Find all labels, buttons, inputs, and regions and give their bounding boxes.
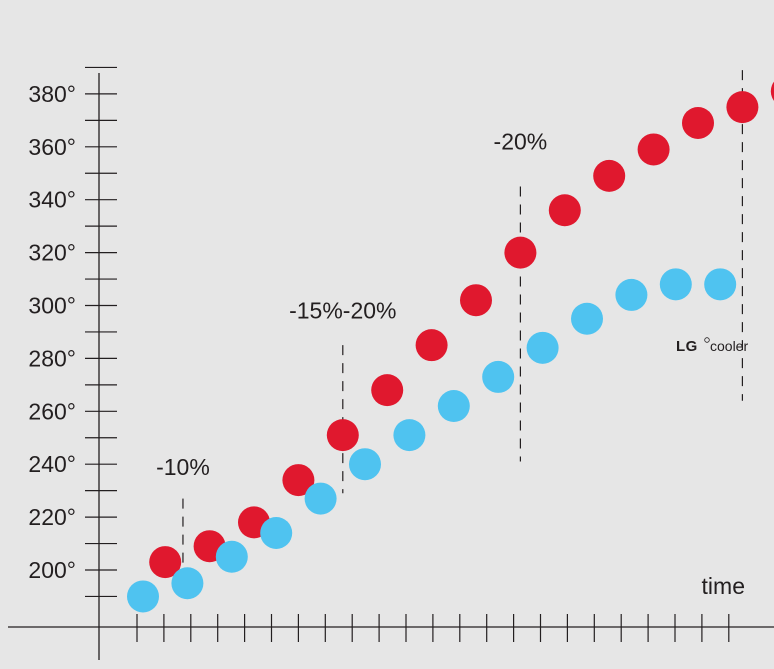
y-tick-label: 360° xyxy=(28,134,76,160)
logo-brand: LG xyxy=(676,338,698,355)
annotation-label: -10% xyxy=(156,454,210,480)
blue-series-point xyxy=(171,567,204,600)
blue-series-point xyxy=(349,448,381,481)
y-tick-label: 380° xyxy=(28,81,76,107)
y-tick-label: 280° xyxy=(28,345,76,371)
blue-series-point xyxy=(615,278,648,311)
red-series-point xyxy=(415,329,448,362)
blue-series-point xyxy=(526,331,559,364)
blue-series-point xyxy=(260,516,293,549)
red-series-point xyxy=(682,106,714,139)
red-series-point xyxy=(726,91,759,124)
y-tick-label: 300° xyxy=(28,293,76,319)
red-series-point xyxy=(326,419,359,452)
annotation-label: -15%-20% xyxy=(289,298,396,324)
red-series-point xyxy=(637,133,670,166)
data-series xyxy=(127,81,774,613)
lg-cooler-logo: LG cooler xyxy=(676,337,748,355)
red-series-point xyxy=(371,374,404,407)
blue-series-point xyxy=(127,580,159,613)
red-series-point xyxy=(593,159,626,192)
y-tick-label: 260° xyxy=(28,398,76,424)
annotations: -10% -15%-20% -20% xyxy=(156,70,744,589)
y-tick-label: 220° xyxy=(28,504,76,530)
y-tick-label: 200° xyxy=(28,557,76,583)
red-series-point xyxy=(282,464,315,497)
blue-series-point xyxy=(393,419,426,452)
y-tick-label: 340° xyxy=(28,187,76,213)
red-series-point xyxy=(548,194,581,227)
axes: 200° 220° 240° 260° 280° 300° 320° 340° 360° 380° xyxy=(8,66,774,660)
red-series-point xyxy=(504,236,537,269)
blue-series-point xyxy=(215,540,248,573)
blue-series-point xyxy=(659,268,692,301)
registered-mark-icon xyxy=(704,337,710,343)
blue-series-point xyxy=(437,390,470,423)
red-series-point xyxy=(149,546,182,579)
y-tick-label: 240° xyxy=(28,451,76,477)
red-series-point xyxy=(460,284,492,317)
red-series-point xyxy=(770,81,774,101)
blue-series-point xyxy=(304,482,337,515)
blue-series-point xyxy=(571,302,603,335)
x-axis-label: time xyxy=(702,573,745,599)
blue-series-point xyxy=(482,360,515,393)
annotation-label: -20% xyxy=(494,128,548,154)
y-tick-label: 320° xyxy=(28,240,76,266)
logo-suffix: cooler xyxy=(710,338,748,354)
blue-series-point xyxy=(704,268,737,301)
